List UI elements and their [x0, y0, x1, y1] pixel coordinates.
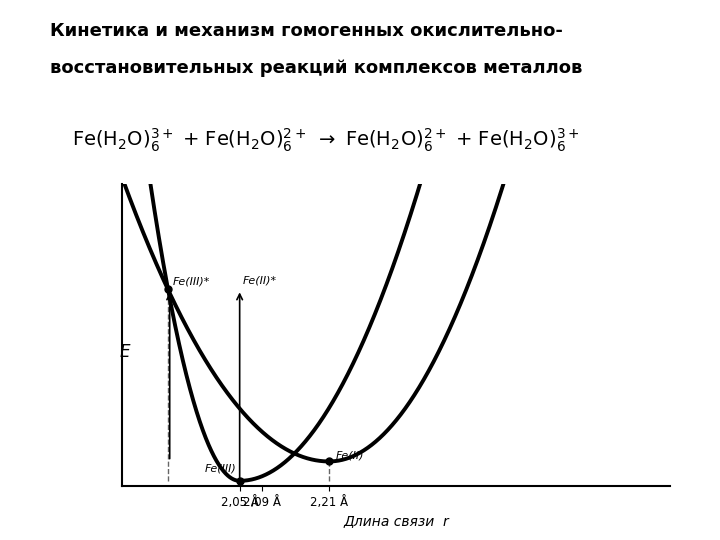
Text: Кинетика и механизм гомогенных окислительно-: Кинетика и механизм гомогенных окислител…	[50, 22, 563, 39]
Text: восстановительных реакций комплексов металлов: восстановительных реакций комплексов мет…	[50, 59, 582, 77]
Text: Fe(II): Fe(II)	[336, 451, 364, 461]
Text: Fe(III): Fe(III)	[205, 464, 237, 474]
Text: Fe(II)*: Fe(II)*	[243, 275, 276, 285]
X-axis label: Длина связи  r: Длина связи r	[343, 514, 449, 528]
Text: E: E	[120, 342, 130, 361]
Text: Fe(III)*: Fe(III)*	[173, 277, 210, 287]
Text: Fe(H$_2$O)$_6^{3+}$ + Fe(H$_2$O)$_6^{2+}$ $\rightarrow$ Fe(H$_2$O)$_6^{2+}$ + Fe: Fe(H$_2$O)$_6^{3+}$ + Fe(H$_2$O)$_6^{2+}…	[72, 127, 580, 154]
